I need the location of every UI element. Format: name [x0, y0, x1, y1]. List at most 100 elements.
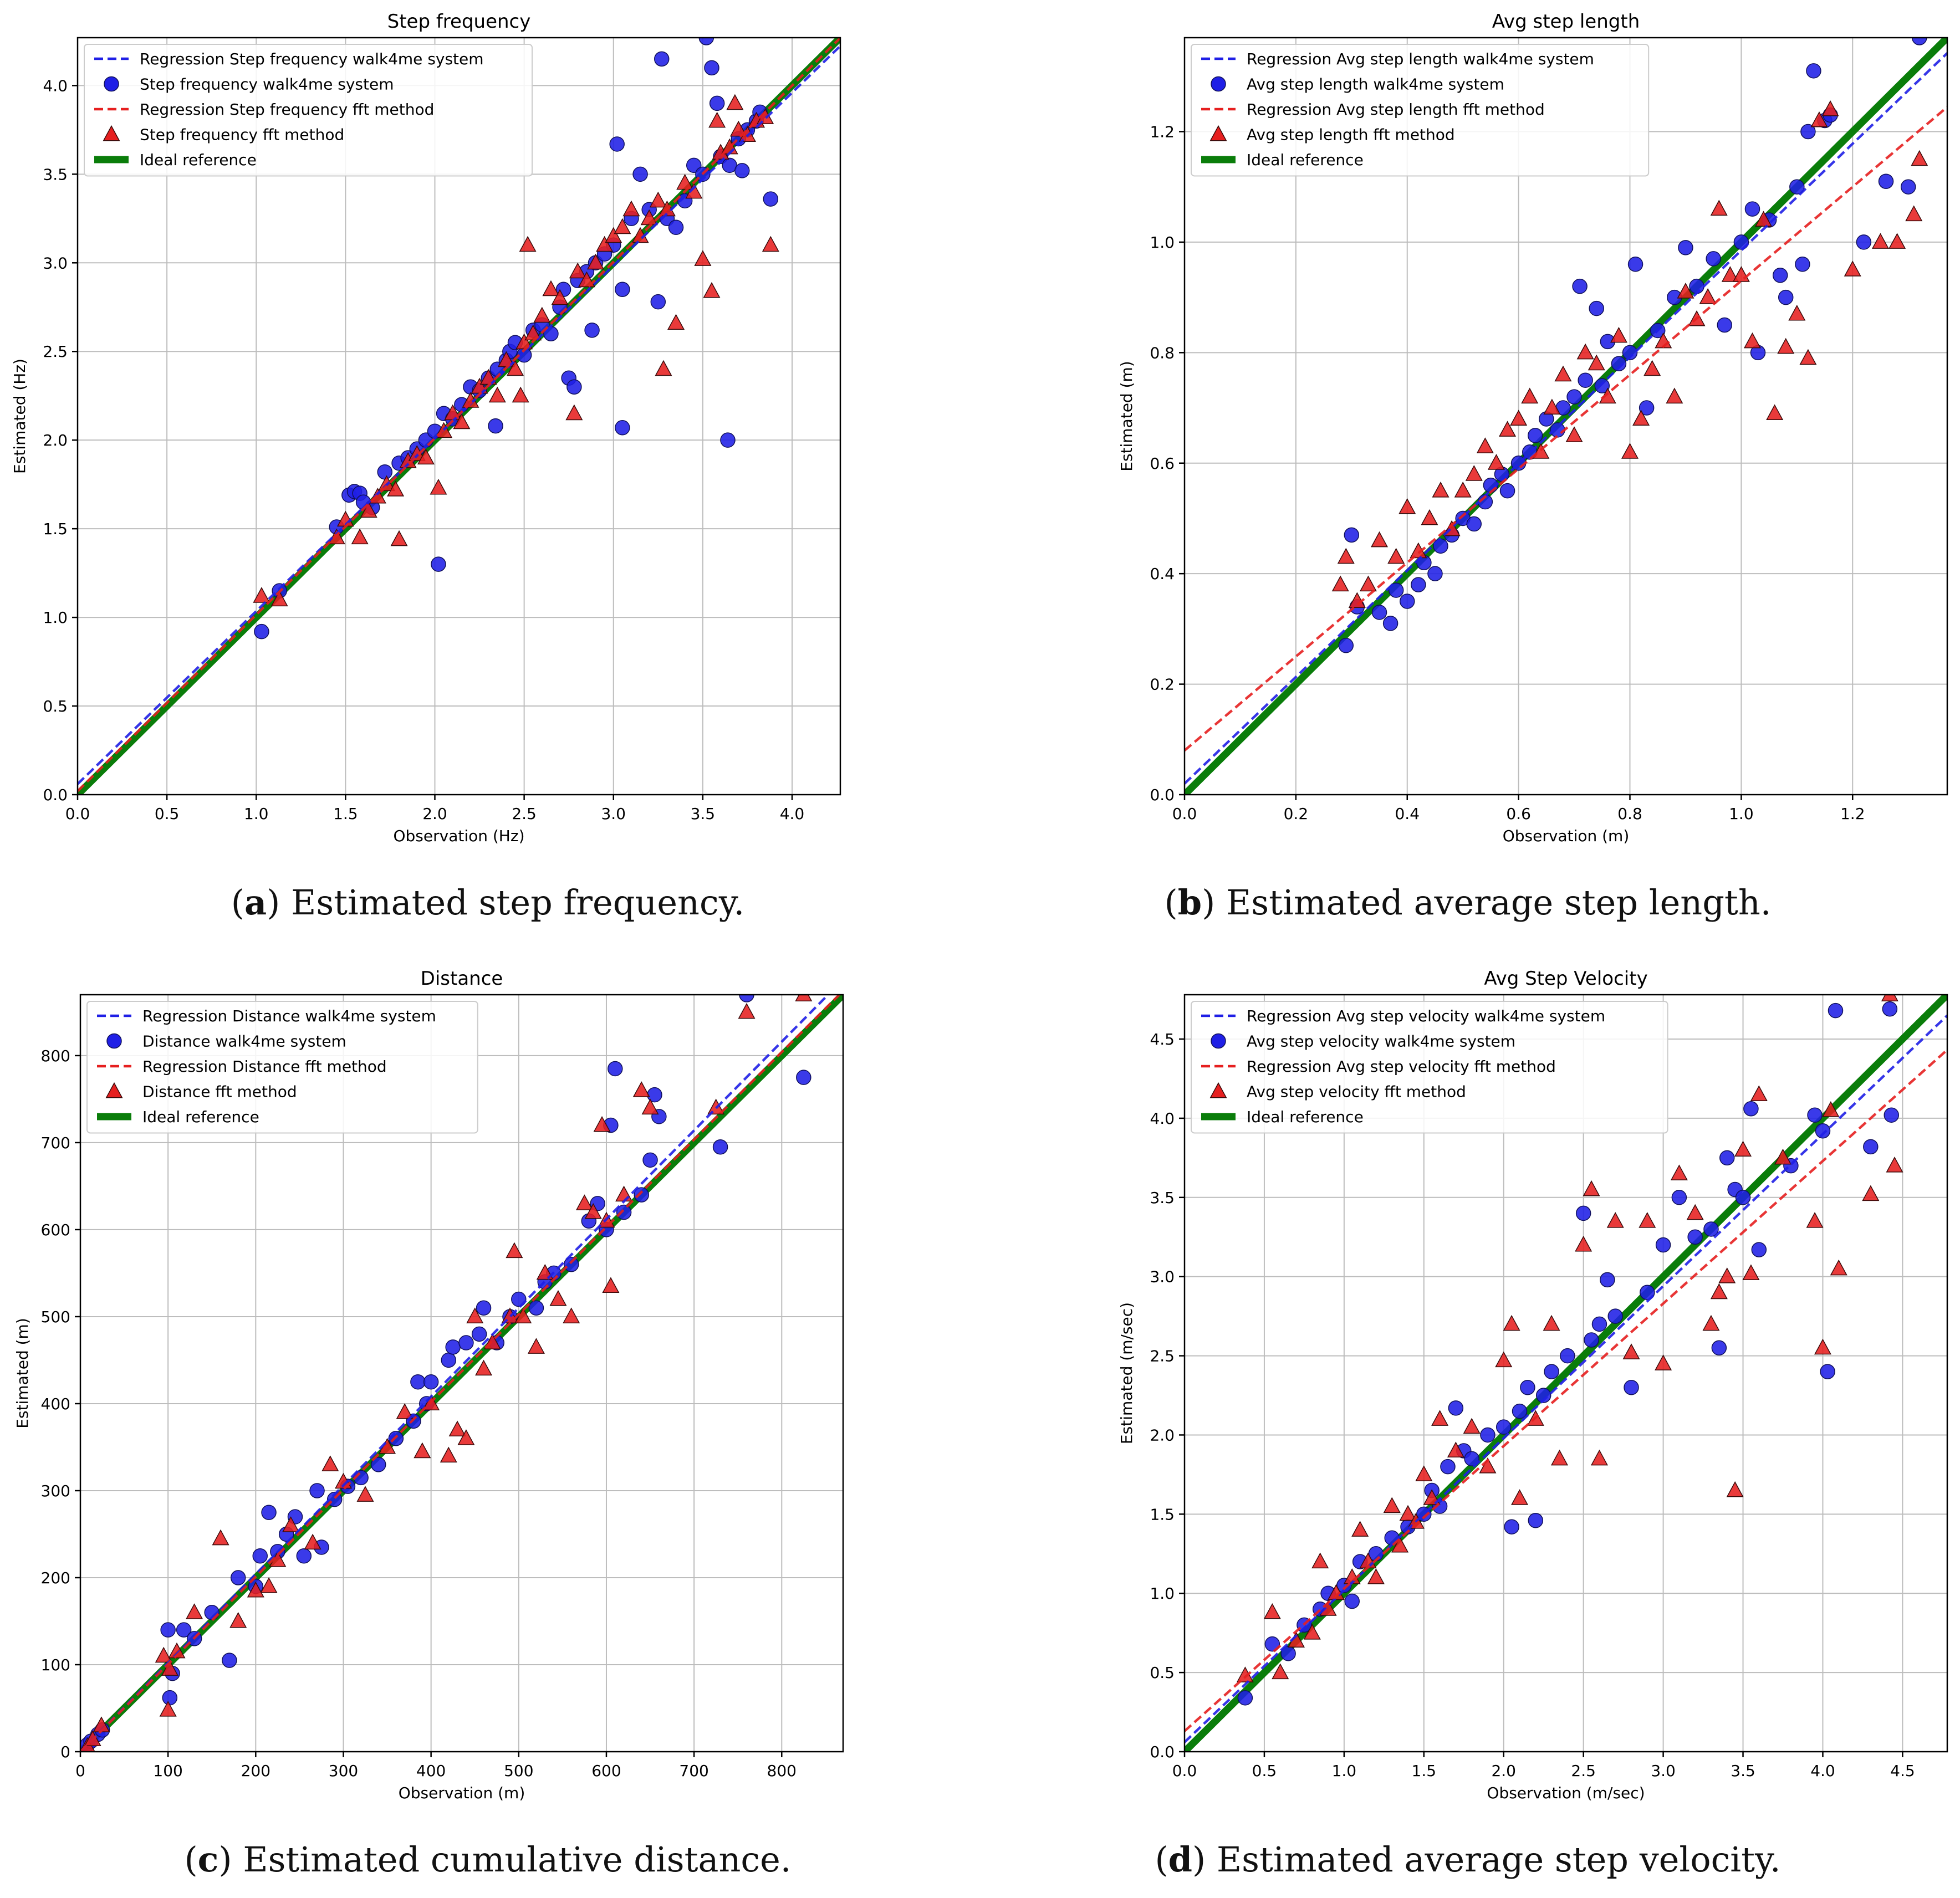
- chart-a-fft-point: [762, 236, 779, 252]
- chart-c-walk4me-point: [528, 1300, 544, 1316]
- chart-a-x-tick-label: 1.0: [244, 805, 269, 823]
- chart-d-walk4me-point: [1504, 1519, 1519, 1534]
- chart-b-fft-point: [1632, 410, 1650, 426]
- chart-b-fft-point: [1643, 360, 1661, 376]
- chart-a-y-tick-label: 0.0: [43, 786, 68, 804]
- chart-d-fft-point: [1583, 1180, 1600, 1196]
- chart-a-walk4me-point: [698, 38, 714, 45]
- chart-b-fft-point: [1576, 343, 1594, 360]
- chart-a-walk4me-point: [584, 323, 600, 338]
- chart-b-walk4me-point: [1466, 516, 1482, 532]
- chart-b-fft-point: [1888, 233, 1906, 249]
- chart-d-x-tick-label: 2.0: [1491, 1762, 1516, 1780]
- caption-d: (d) Estimated average step velocity.: [1155, 1839, 1781, 1880]
- chart-d-fft-point: [1702, 1314, 1720, 1331]
- chart-b-fft-point: [1710, 199, 1728, 216]
- chart-a-fft-point: [417, 448, 435, 465]
- chart-d-fft-point: [1550, 1449, 1568, 1466]
- caption-a-text: Estimated step frequency.: [280, 882, 745, 923]
- chart-a-fft-point: [453, 413, 471, 429]
- chart-c-fft-point: [466, 1307, 484, 1323]
- chart-d-walk4me-point: [1751, 1242, 1767, 1257]
- chart-d-fft-point: [1886, 1157, 1903, 1173]
- chart-d-fft-point: [1399, 1505, 1417, 1521]
- chart-b-walk4me-point: [1639, 400, 1655, 416]
- chart-b-walk4me-point: [1900, 179, 1916, 195]
- caption-c: (c) Estimated cumulative distance.: [184, 1839, 792, 1880]
- chart-b-walk4me-point: [1400, 594, 1415, 609]
- chart-d-fft-point: [1431, 1410, 1449, 1426]
- chart-b-axes-frame: [1183, 37, 1948, 796]
- chart-c-legend-item-1-label: Distance walk4me system: [142, 1032, 346, 1051]
- chart-b-walk4me-point: [1566, 389, 1582, 405]
- chart-b-legend-item-0-label: Regression Avg step length walk4me syste…: [1247, 50, 1594, 68]
- chart-b-fft-point: [1621, 443, 1639, 459]
- chart-b-y-tick-label: 0.6: [1150, 454, 1175, 473]
- chart-d-fft-point: [1575, 1235, 1592, 1252]
- chart-a-axes-frame: [76, 37, 841, 796]
- chart-c-fft-point: [304, 1533, 321, 1550]
- chart-d-walk4me-point: [1703, 1221, 1719, 1237]
- chart-d-x-tick-label: 4.5: [1890, 1762, 1915, 1780]
- chart-b-y-tick-label: 0.4: [1150, 565, 1175, 583]
- chart-c-x-tick-label: 500: [504, 1762, 533, 1780]
- chart-b-fft-point: [1337, 548, 1355, 564]
- chart-b-walk4me-point: [1572, 278, 1588, 294]
- chart-c-walk4me-point: [176, 1622, 192, 1638]
- chart-b-regression-walk4me-line: [1185, 52, 1947, 785]
- chart-d-fft-point: [1447, 1441, 1464, 1458]
- chart-a-fft-point: [270, 590, 288, 607]
- chart-c-walk4me-point: [162, 1690, 178, 1706]
- chart-c-legend-item-4-label: Ideal reference: [142, 1108, 259, 1126]
- chart-d-regression-fft-line: [1185, 1048, 1947, 1732]
- chart-d-walk4me-point: [1584, 1332, 1599, 1348]
- chart-c-walk4me-point: [634, 1187, 649, 1203]
- chart-a-fft-point: [253, 587, 270, 603]
- chart-a-regression-walk4me-line: [78, 45, 840, 785]
- chart-a-fft-point: [351, 528, 369, 545]
- caption-a: (a) Estimated step frequency.: [231, 882, 745, 923]
- chart-b-title: Avg step length: [1492, 11, 1640, 33]
- chart-a-legend-item-1-swatch: [104, 76, 119, 92]
- chart-b-fft-point: [1465, 465, 1483, 481]
- chart-d: 0.0 0.5 1.0 1.5 2.0 2.5 3.0 3.5 4.0 4.5 0.0 0.5 1.0 1…: [1117, 968, 1948, 1802]
- chart-b-x-tick-label: 0.8: [1617, 805, 1642, 823]
- chart-a-fft-point: [649, 191, 667, 208]
- chart-d-fft-point: [1622, 1343, 1640, 1359]
- chart-c-y-tick-label: 700: [41, 1134, 70, 1152]
- chart-b-fft-point: [1911, 150, 1928, 166]
- chart-c-walk4me-point: [712, 1139, 728, 1155]
- chart-b-x-tick-label: 1.0: [1729, 805, 1754, 823]
- caption-d-letter: d: [1168, 1839, 1193, 1880]
- chart-b-walk4me-point: [1795, 257, 1810, 272]
- chart-d-walk4me-point: [1735, 1190, 1751, 1205]
- chart-b-regression-fft-line: [1185, 106, 1947, 751]
- chart-b-x-tick-label: 1.2: [1840, 805, 1865, 823]
- caption-c-text: Estimated cumulative distance.: [232, 1839, 792, 1880]
- chart-b-fft-point: [1905, 205, 1923, 222]
- chart-c-x-tick-label: 0: [75, 1762, 85, 1780]
- chart-d-legend-item-4-label: Ideal reference: [1247, 1108, 1364, 1126]
- chart-c-fft-point: [229, 1611, 247, 1628]
- chart-c-walk4me-point: [642, 1152, 658, 1168]
- chart-a-walk4me-point: [704, 60, 719, 76]
- chart-c-legend-item-3-label: Distance fft method: [142, 1083, 297, 1101]
- chart-c-legend-item-1-swatch: [106, 1033, 122, 1049]
- chart-b-legend-item-3-swatch: [1209, 125, 1227, 141]
- chart-d-fft-point: [1590, 1449, 1608, 1466]
- chart-c-y-tick-label: 0: [60, 1743, 70, 1761]
- chart-b-walk4me-point: [1388, 582, 1404, 598]
- chart-a-y-tick-label: 0.5: [43, 697, 68, 715]
- chart-d-x-tick-label: 1.0: [1332, 1762, 1357, 1780]
- chart-d-fft-point: [1806, 1212, 1824, 1228]
- chart-c-fft-point: [282, 1516, 300, 1532]
- chart-a-fft-point: [667, 314, 685, 330]
- chart-b-fft-point: [1743, 332, 1761, 349]
- chart-d-fft-point: [1383, 1497, 1401, 1513]
- chart-a-walk4me-point: [734, 163, 750, 178]
- chart-a-y-tick-label: 2.5: [43, 342, 68, 361]
- chart-b-legend-item-2-label: Regression Avg step length fft method: [1247, 100, 1545, 119]
- chart-b-x-tick-label: 0.0: [1172, 805, 1197, 823]
- chart-a-y-tick-label: 4.0: [43, 76, 68, 95]
- chart-d-y-tick-label: 4.0: [1150, 1109, 1175, 1128]
